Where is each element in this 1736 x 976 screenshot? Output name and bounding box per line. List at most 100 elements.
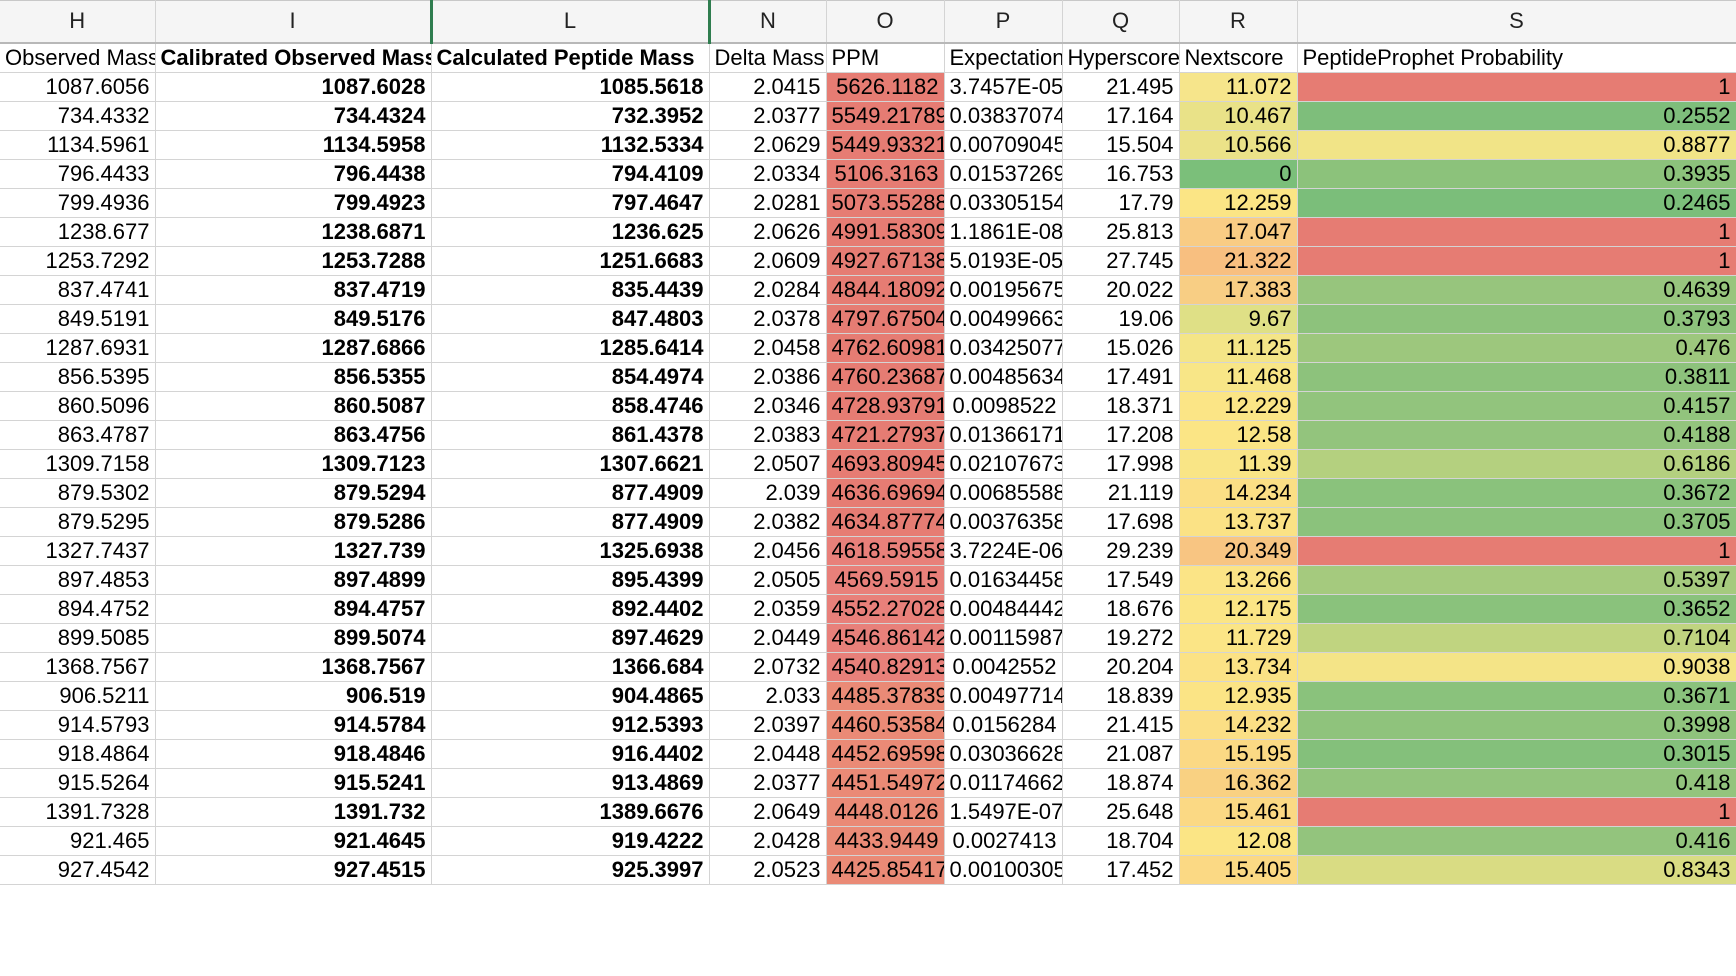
peptideprophet-probability-cell[interactable]: 0.3998: [1297, 710, 1736, 740]
expectation-cell[interactable]: 0.00195675: [944, 275, 1063, 305]
observed-mass-cell[interactable]: 1368.7567: [0, 652, 156, 682]
expectation-cell[interactable]: 0.0098522: [944, 391, 1063, 421]
calibrated-observed-mass-cell[interactable]: 879.5294: [155, 478, 432, 508]
expectation-cell[interactable]: 0.00376358: [944, 507, 1063, 537]
calculated-peptide-mass-cell[interactable]: 1285.6414: [431, 333, 710, 363]
peptideprophet-probability-cell[interactable]: 0.5397: [1297, 565, 1736, 595]
nextscore-cell[interactable]: 20.349: [1179, 536, 1298, 566]
calibrated-observed-mass-cell[interactable]: 915.5241: [155, 768, 432, 798]
hyperscore-cell[interactable]: 17.998: [1062, 449, 1180, 479]
calibrated-observed-mass-cell[interactable]: 914.5784: [155, 710, 432, 740]
calculated-peptide-mass-cell[interactable]: 1307.6621: [431, 449, 710, 479]
expectation-cell[interactable]: 0.03837074: [944, 101, 1063, 131]
header-nextscore[interactable]: Nextscore: [1179, 42, 1298, 73]
hyperscore-cell[interactable]: 18.676: [1062, 594, 1180, 624]
ppm-cell[interactable]: 5073.55288: [826, 188, 945, 218]
expectation-cell[interactable]: 1.5497E-07: [944, 797, 1063, 827]
hyperscore-cell[interactable]: 21.415: [1062, 710, 1180, 740]
observed-mass-cell[interactable]: 1287.6931: [0, 333, 156, 363]
calibrated-observed-mass-cell[interactable]: 1238.6871: [155, 217, 432, 247]
expectation-cell[interactable]: 0.0156284: [944, 710, 1063, 740]
ppm-cell[interactable]: 4451.54972: [826, 768, 945, 798]
expectation-cell[interactable]: 3.7457E-05: [944, 72, 1063, 102]
expectation-cell[interactable]: 0.03036628: [944, 739, 1063, 769]
peptideprophet-probability-cell[interactable]: 0.2552: [1297, 101, 1736, 131]
expectation-cell[interactable]: 1.1861E-08: [944, 217, 1063, 247]
hyperscore-cell[interactable]: 19.272: [1062, 623, 1180, 653]
nextscore-cell[interactable]: 12.175: [1179, 594, 1298, 624]
calibrated-observed-mass-cell[interactable]: 796.4438: [155, 159, 432, 189]
calibrated-observed-mass-cell[interactable]: 860.5087: [155, 391, 432, 421]
header-delta-mass[interactable]: Delta Mass: [709, 42, 827, 73]
observed-mass-cell[interactable]: 734.4332: [0, 101, 156, 131]
calibrated-observed-mass-cell[interactable]: 927.4515: [155, 855, 432, 885]
hyperscore-cell[interactable]: 25.813: [1062, 217, 1180, 247]
peptideprophet-probability-cell[interactable]: 0.8343: [1297, 855, 1736, 885]
peptideprophet-probability-cell[interactable]: 1: [1297, 797, 1736, 827]
peptideprophet-probability-cell[interactable]: 0.418: [1297, 768, 1736, 798]
calibrated-observed-mass-cell[interactable]: 1327.739: [155, 536, 432, 566]
hyperscore-cell[interactable]: 18.874: [1062, 768, 1180, 798]
ppm-cell[interactable]: 4721.27937: [826, 420, 945, 450]
calculated-peptide-mass-cell[interactable]: 854.4974: [431, 362, 710, 392]
calculated-peptide-mass-cell[interactable]: 916.4402: [431, 739, 710, 769]
delta-mass-cell[interactable]: 2.0284: [709, 275, 827, 305]
calibrated-observed-mass-cell[interactable]: 1391.732: [155, 797, 432, 827]
observed-mass-cell[interactable]: 1309.7158: [0, 449, 156, 479]
hyperscore-cell[interactable]: 17.164: [1062, 101, 1180, 131]
observed-mass-cell[interactable]: 1391.7328: [0, 797, 156, 827]
delta-mass-cell[interactable]: 2.0359: [709, 594, 827, 624]
calculated-peptide-mass-cell[interactable]: 919.4222: [431, 826, 710, 856]
delta-mass-cell[interactable]: 2.0649: [709, 797, 827, 827]
expectation-cell[interactable]: 0.00485634: [944, 362, 1063, 392]
ppm-cell[interactable]: 5449.93321: [826, 130, 945, 160]
hyperscore-cell[interactable]: 17.698: [1062, 507, 1180, 537]
ppm-cell[interactable]: 4452.69598: [826, 739, 945, 769]
header-ppm[interactable]: PPM: [826, 42, 945, 73]
ppm-cell[interactable]: 4460.53584: [826, 710, 945, 740]
ppm-cell[interactable]: 5626.1182: [826, 72, 945, 102]
column-header-o[interactable]: O: [826, 0, 945, 44]
hyperscore-cell[interactable]: 17.549: [1062, 565, 1180, 595]
nextscore-cell[interactable]: 15.405: [1179, 855, 1298, 885]
calibrated-observed-mass-cell[interactable]: 863.4756: [155, 420, 432, 450]
peptideprophet-probability-cell[interactable]: 0.3705: [1297, 507, 1736, 537]
observed-mass-cell[interactable]: 921.465: [0, 826, 156, 856]
hyperscore-cell[interactable]: 27.745: [1062, 246, 1180, 276]
observed-mass-cell[interactable]: 860.5096: [0, 391, 156, 421]
nextscore-cell[interactable]: 10.566: [1179, 130, 1298, 160]
expectation-cell[interactable]: 0.00484442: [944, 594, 1063, 624]
calibrated-observed-mass-cell[interactable]: 918.4846: [155, 739, 432, 769]
delta-mass-cell[interactable]: 2.0386: [709, 362, 827, 392]
ppm-cell[interactable]: 4546.86142: [826, 623, 945, 653]
peptideprophet-probability-cell[interactable]: 0.3671: [1297, 681, 1736, 711]
nextscore-cell[interactable]: 15.195: [1179, 739, 1298, 769]
calculated-peptide-mass-cell[interactable]: 904.4865: [431, 681, 710, 711]
hyperscore-cell[interactable]: 17.452: [1062, 855, 1180, 885]
calculated-peptide-mass-cell[interactable]: 835.4439: [431, 275, 710, 305]
observed-mass-cell[interactable]: 796.4433: [0, 159, 156, 189]
hyperscore-cell[interactable]: 29.239: [1062, 536, 1180, 566]
peptideprophet-probability-cell[interactable]: 0.3811: [1297, 362, 1736, 392]
delta-mass-cell[interactable]: 2.0458: [709, 333, 827, 363]
expectation-cell[interactable]: 0.03305154: [944, 188, 1063, 218]
expectation-cell[interactable]: 0.01537269: [944, 159, 1063, 189]
observed-mass-cell[interactable]: 1253.7292: [0, 246, 156, 276]
calibrated-observed-mass-cell[interactable]: 1134.5958: [155, 130, 432, 160]
observed-mass-cell[interactable]: 906.5211: [0, 681, 156, 711]
peptideprophet-probability-cell[interactable]: 0.3015: [1297, 739, 1736, 769]
calibrated-observed-mass-cell[interactable]: 897.4899: [155, 565, 432, 595]
hyperscore-cell[interactable]: 21.119: [1062, 478, 1180, 508]
delta-mass-cell[interactable]: 2.0732: [709, 652, 827, 682]
peptideprophet-probability-cell[interactable]: 0.3672: [1297, 478, 1736, 508]
calculated-peptide-mass-cell[interactable]: 913.4869: [431, 768, 710, 798]
column-header-p[interactable]: P: [944, 0, 1063, 44]
delta-mass-cell[interactable]: 2.033: [709, 681, 827, 711]
ppm-cell[interactable]: 4797.67504: [826, 304, 945, 334]
calibrated-observed-mass-cell[interactable]: 906.519: [155, 681, 432, 711]
column-header-s[interactable]: S: [1297, 0, 1736, 44]
delta-mass-cell[interactable]: 2.0626: [709, 217, 827, 247]
ppm-cell[interactable]: 4927.67138: [826, 246, 945, 276]
hyperscore-cell[interactable]: 18.371: [1062, 391, 1180, 421]
expectation-cell[interactable]: 0.0027413: [944, 826, 1063, 856]
